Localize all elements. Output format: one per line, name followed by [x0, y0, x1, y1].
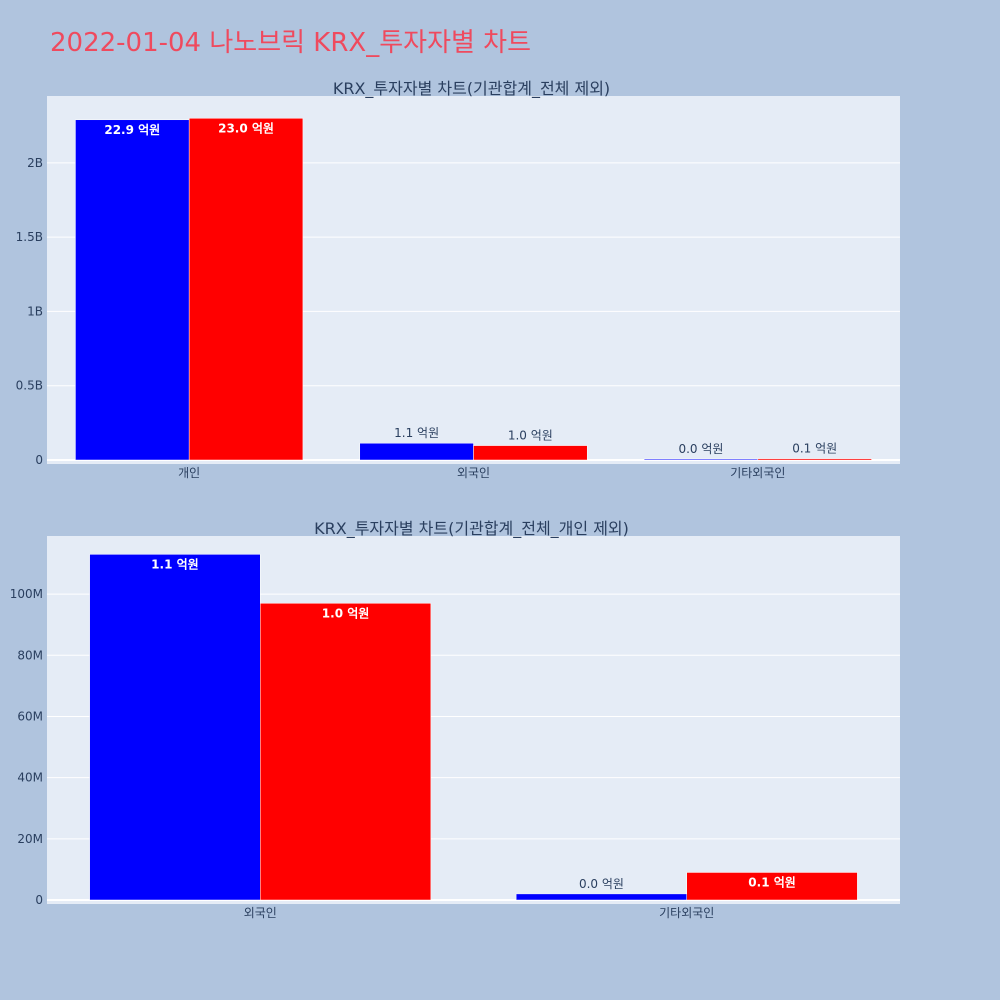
bar — [89, 554, 261, 901]
y-tick-label: 40M — [17, 771, 43, 785]
x-tick-label: 개인 — [178, 466, 200, 480]
page-title: 2022-01-04 나노브릭 KRX_투자자별 차트 — [50, 28, 532, 58]
bar — [686, 872, 858, 901]
x-tick-label: 기타외국인 — [659, 906, 714, 920]
bar — [515, 893, 688, 901]
bar — [188, 118, 304, 461]
chart-title: KRX_투자자별 차트(기관합계_전체_개인 제외) — [314, 519, 629, 539]
bar-data-label: 0.0 억원 — [579, 877, 624, 891]
y-tick-label: 20M — [17, 832, 43, 846]
x-tick-label: 외국인 — [457, 466, 490, 480]
y-tick-label: 0 — [35, 893, 43, 907]
bar-data-label: 0.1 억원 — [792, 442, 837, 456]
x-tick-label: 외국인 — [244, 906, 277, 920]
bar — [75, 119, 190, 461]
chart-2: 0 20M 40M 60M 80M 100M KRX_투자자별 차트(기관합계_전체_개인 … — [10, 519, 900, 920]
bar — [359, 442, 474, 461]
bar-data-label: 0.0 억원 — [678, 442, 723, 456]
bar — [757, 458, 872, 461]
bar-data-label: 22.9 억원 — [104, 123, 160, 137]
y-tick-label: 60M — [17, 709, 43, 723]
bar — [643, 458, 759, 461]
bar-data-label: 23.0 억원 — [218, 121, 274, 135]
y-tick-label: 2B — [27, 156, 43, 170]
y-tick-label: 0 — [35, 453, 43, 467]
chart-title: KRX_투자자별 차트(기관합계_전체 제외) — [333, 79, 610, 99]
y-tick-label: 1.5B — [16, 230, 43, 244]
y-tick-label: 1B — [27, 304, 43, 318]
bar-data-label: 0.1 억원 — [748, 875, 796, 889]
x-tick-label: 기타외국인 — [730, 466, 785, 480]
y-tick-label: 80M — [17, 648, 43, 662]
bar-data-label: 1.1 억원 — [394, 426, 439, 440]
bar-data-label: 1.0 억원 — [508, 429, 553, 443]
bar-data-label: 1.0 억원 — [322, 606, 370, 620]
bar — [473, 445, 588, 461]
y-tick-label: 0.5B — [16, 379, 43, 393]
chart-1: 0 0.5B 1B 1.5B 2B KRX_투자자별 차트(기관합계_전체 제외) 22.9… — [16, 79, 900, 480]
y-tick-label: 100M — [10, 587, 43, 601]
bar — [260, 603, 432, 901]
bar-data-label: 1.1 억원 — [151, 557, 199, 571]
